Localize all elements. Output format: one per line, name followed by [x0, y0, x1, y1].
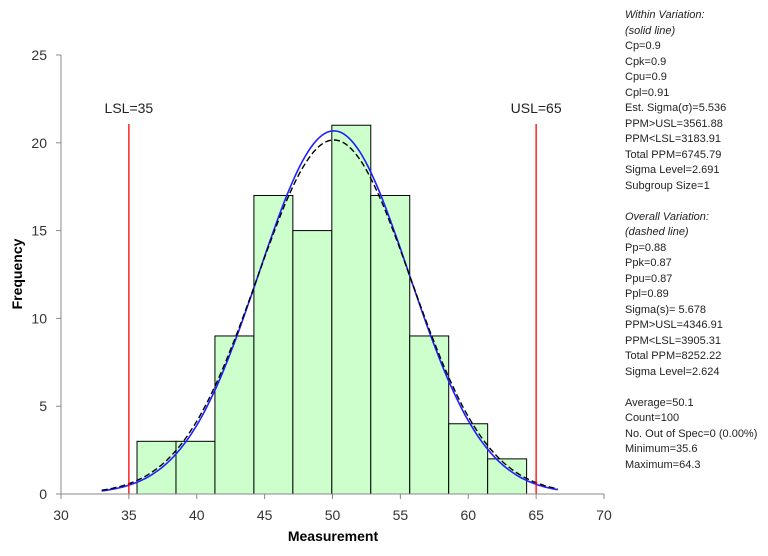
- summary-stat: Average=50.1: [625, 396, 694, 409]
- x-axis-title: Measurement: [288, 528, 379, 544]
- within-stat: Total PPM=6745.79: [625, 148, 722, 161]
- summary-stat: Maximum=64.3: [625, 458, 701, 471]
- spacer: [625, 380, 757, 396]
- histogram-bar: [370, 194, 411, 495]
- overall-stat: PPM<LSL=3905.31: [625, 334, 722, 347]
- within-heading: (solid line): [625, 24, 676, 37]
- x-tick-label: 60: [460, 507, 476, 523]
- histogram-bar: [253, 194, 294, 495]
- overall-stat: Pp=0.88: [625, 241, 667, 254]
- y-tick-label: 20: [31, 135, 47, 151]
- overall-stat: Sigma(s)= 5.678: [625, 303, 707, 316]
- histogram-bar: [214, 335, 255, 495]
- spacer: [625, 194, 757, 210]
- x-tick-label: 40: [189, 507, 205, 523]
- spec-limit-label: USL=65: [511, 100, 562, 116]
- within-stat: Est. Sigma(σ)=5.536: [625, 102, 727, 114]
- within-stat: Sigma Level=2.691: [625, 164, 720, 176]
- x-tick-label: 45: [257, 507, 273, 523]
- overall-stat: Total PPM=8252.22: [625, 350, 722, 362]
- spec-limit-label: LSL=35: [105, 100, 154, 116]
- histogram-bar: [292, 230, 333, 495]
- summary-stat: Count=100: [625, 412, 680, 424]
- histogram-bar: [175, 440, 216, 495]
- y-tick-label: 15: [31, 223, 47, 239]
- overall-normal-curve: [101, 139, 558, 491]
- x-tick-label: 35: [121, 507, 137, 523]
- summary-stat: No. Out of Spec=0 (0.00%): [625, 427, 758, 440]
- histogram-bar: [409, 335, 450, 495]
- within-stat: PPM<LSL=3183.91: [625, 133, 722, 145]
- x-tick-label: 50: [325, 507, 341, 523]
- histogram-bar: [487, 458, 528, 495]
- summary-stat: Minimum=35.6: [625, 443, 698, 455]
- overall-heading: (dashed line): [625, 226, 689, 238]
- overall-stat: Ppu=0.87: [625, 272, 673, 285]
- y-tick-label: 0: [39, 486, 47, 502]
- x-tick-label: 70: [596, 507, 612, 523]
- y-tick-label: 25: [31, 47, 47, 63]
- histogram-bar: [331, 124, 372, 495]
- overall-stat: Sigma Level=2.624: [625, 365, 720, 378]
- stats-panel: Within Variation: (solid line) Cp=0.9 Cpk=0…: [625, 8, 757, 473]
- overall-heading: Overall Variation:: [625, 210, 709, 223]
- within-stat: Cp=0.9: [625, 40, 661, 52]
- x-tick-label: 30: [53, 507, 69, 523]
- x-tick-label: 65: [528, 507, 544, 523]
- within-stat: Cpu=0.9: [625, 71, 667, 83]
- within-stat: Subgroup Size=1: [625, 179, 710, 192]
- x-tick-label: 55: [393, 507, 409, 523]
- overall-stat: PPM>USL=4346.91: [625, 319, 723, 331]
- y-axis-title: Frequency: [9, 238, 25, 309]
- within-stat: Cpk=0.9: [625, 55, 667, 68]
- within-normal-curve: [101, 130, 558, 492]
- histogram-bar: [448, 423, 489, 495]
- y-tick-label: 10: [31, 310, 47, 326]
- within-heading: Within Variation:: [625, 9, 705, 21]
- overall-stat: Ppk=0.87: [625, 257, 672, 269]
- histogram-bar: [136, 440, 177, 495]
- y-tick-label: 5: [39, 398, 47, 414]
- within-stat: PPM>USL=3561.88: [625, 117, 723, 130]
- overall-stat: Ppl=0.89: [625, 288, 669, 300]
- within-stat: Cpl=0.91: [625, 86, 670, 99]
